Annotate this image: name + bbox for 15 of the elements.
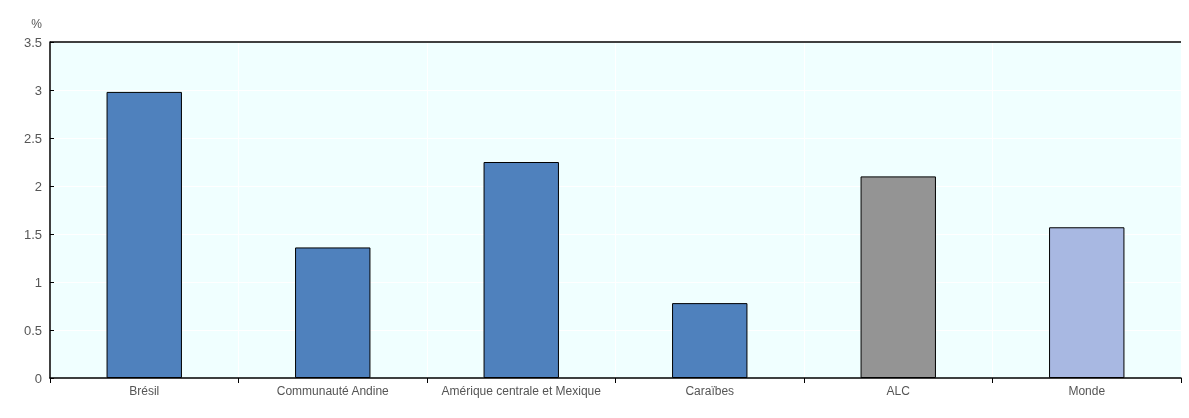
x-tick-label: Brésil [129, 384, 160, 398]
y-tick-label: 3.5 [23, 34, 42, 50]
y-tick-label: 1.5 [23, 226, 42, 242]
y-tick-label: 2.5 [23, 130, 42, 146]
y-tick-label: 1 [34, 274, 42, 290]
y-axis-title: % [31, 17, 43, 31]
y-tick-label: 0 [34, 370, 42, 386]
x-tick-label: Caraïbes [685, 384, 735, 398]
x-tick-label: ALC [886, 384, 911, 398]
y-tick-label: 3 [34, 82, 42, 98]
x-tick-label: Monde [1068, 384, 1106, 398]
y-tick-label: 0.5 [23, 322, 42, 338]
y-tick-label: 2 [34, 178, 42, 194]
x-tick-label: Amérique centrale et Mexique [441, 384, 602, 398]
x-tick-label: Communauté Andine [276, 384, 390, 398]
